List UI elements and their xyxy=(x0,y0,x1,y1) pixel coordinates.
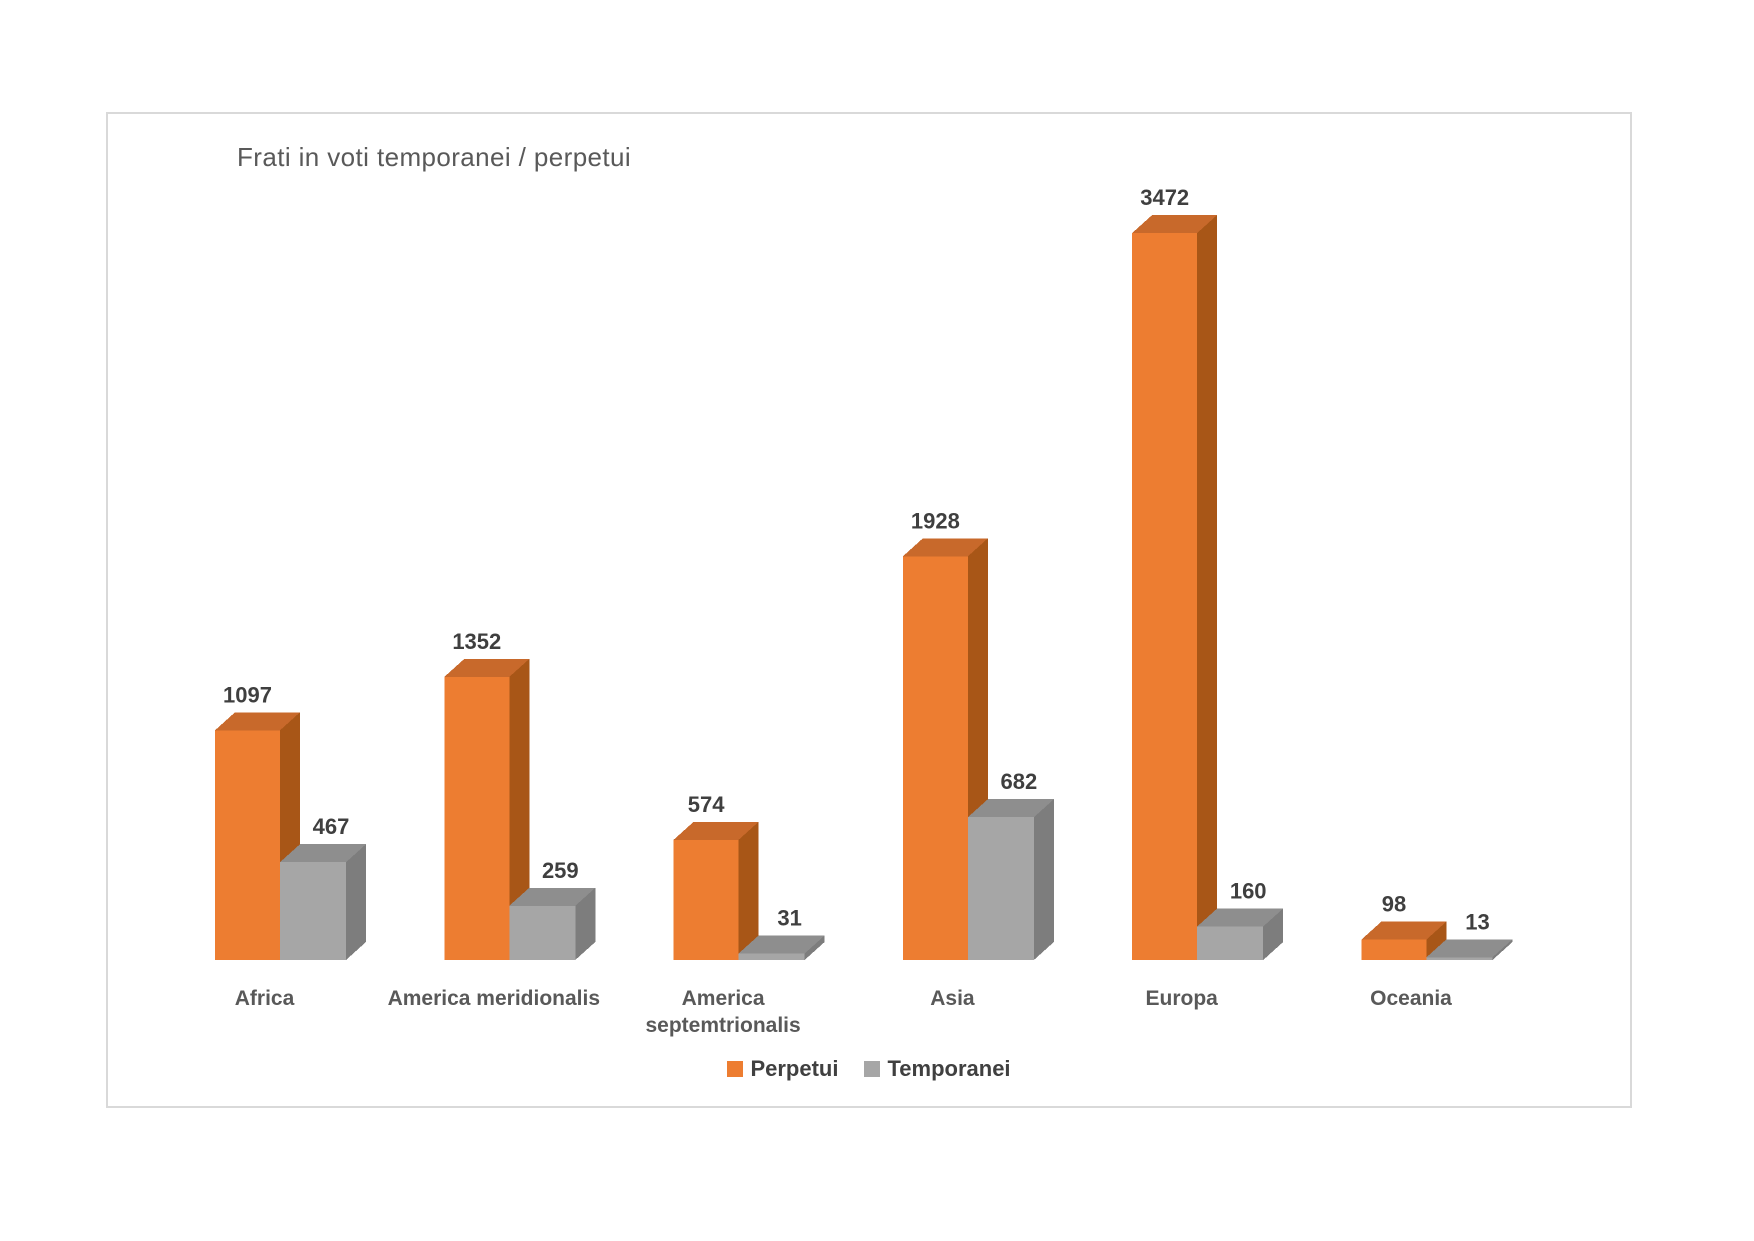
side-face xyxy=(1426,921,1447,960)
value-label-perpetui-america-septemtrionalis: 574 xyxy=(688,792,725,817)
side-face xyxy=(1033,799,1054,960)
front-face xyxy=(509,905,576,960)
category-label-america-septemtrionalis: America xyxy=(682,987,765,1010)
top-face xyxy=(1426,939,1513,958)
value-label-temporanei-america-septemtrionalis: 31 xyxy=(777,906,801,931)
top-face xyxy=(444,658,530,677)
side-face xyxy=(575,887,596,960)
category-label-oceania: Oceania xyxy=(1370,987,1452,1010)
bar-perpetui-america-meridionalis xyxy=(444,658,530,960)
category-label-america-septemtrionalis-line2: septemtrionalis xyxy=(645,1014,800,1037)
top-face xyxy=(509,887,596,906)
top-face xyxy=(1132,215,1218,233)
value-label-temporanei-asia: 682 xyxy=(1001,769,1038,794)
side-face xyxy=(1263,908,1284,960)
value-label-temporanei-africa: 467 xyxy=(313,814,350,839)
top-face xyxy=(215,712,300,731)
side-face xyxy=(738,821,759,960)
side-face xyxy=(1492,939,1513,960)
top-face xyxy=(1197,908,1284,927)
legend-label-perpetui: Perpetui xyxy=(750,1056,839,1081)
bar-temporanei-asia xyxy=(967,799,1054,960)
front-face xyxy=(1361,939,1427,960)
front-face xyxy=(280,862,346,960)
value-label-perpetui-africa: 1097 xyxy=(223,682,272,707)
legend: Perpetui Temporanei xyxy=(106,1056,1632,1082)
value-label-temporanei-oceania: 13 xyxy=(1465,909,1489,934)
side-face xyxy=(1197,215,1218,960)
top-face xyxy=(902,538,988,557)
top-face xyxy=(738,935,825,954)
top-face xyxy=(280,844,366,863)
value-label-perpetui-america-meridionalis: 1352 xyxy=(452,629,501,654)
value-label-perpetui-oceania: 98 xyxy=(1382,891,1406,916)
bar-temporanei-america-septemtrionalis xyxy=(738,935,825,960)
value-label-perpetui-asia: 1928 xyxy=(911,508,960,533)
bar-perpetui-oceania xyxy=(1361,921,1447,960)
top-face xyxy=(673,821,759,840)
front-face xyxy=(1426,957,1493,960)
front-face xyxy=(738,953,805,960)
bar-temporanei-america-meridionalis xyxy=(509,887,596,960)
top-face xyxy=(967,799,1054,818)
front-face xyxy=(1132,233,1198,960)
side-face xyxy=(509,658,530,960)
bar-temporanei-europa xyxy=(1197,908,1284,960)
bar-temporanei-oceania xyxy=(1426,939,1513,960)
legend-swatch-temporanei-icon xyxy=(864,1061,881,1077)
value-label-temporanei-america-meridionalis: 259 xyxy=(542,858,579,883)
bar-temporanei-africa xyxy=(280,844,366,960)
category-label-asia: Asia xyxy=(930,987,975,1010)
front-face xyxy=(444,676,510,960)
bar-perpetui-europa xyxy=(1132,215,1218,960)
category-label-america-meridionalis: America meridionalis xyxy=(388,987,600,1010)
side-face xyxy=(804,935,825,960)
legend-label-temporanei: Temporanei xyxy=(887,1056,1011,1081)
legend-item-temporanei: Temporanei xyxy=(864,1056,1011,1082)
front-face xyxy=(967,817,1034,960)
value-label-perpetui-europa: 3472 xyxy=(1140,185,1189,210)
legend-swatch-perpetui-icon xyxy=(727,1061,744,1077)
front-face xyxy=(673,839,739,960)
legend-item-perpetui: Perpetui xyxy=(727,1056,838,1082)
category-label-europa: Europa xyxy=(1146,987,1219,1010)
bar-perpetui-america-septemtrionalis xyxy=(673,821,759,960)
front-face xyxy=(1197,926,1264,960)
top-face xyxy=(1361,921,1447,940)
category-label-africa: Africa xyxy=(235,987,295,1010)
front-face xyxy=(902,556,968,960)
chart-title: Frati in voti temporanei / perpetui xyxy=(237,142,632,172)
front-face xyxy=(215,730,280,960)
side-face xyxy=(346,844,366,960)
value-label-temporanei-europa: 160 xyxy=(1230,878,1267,903)
